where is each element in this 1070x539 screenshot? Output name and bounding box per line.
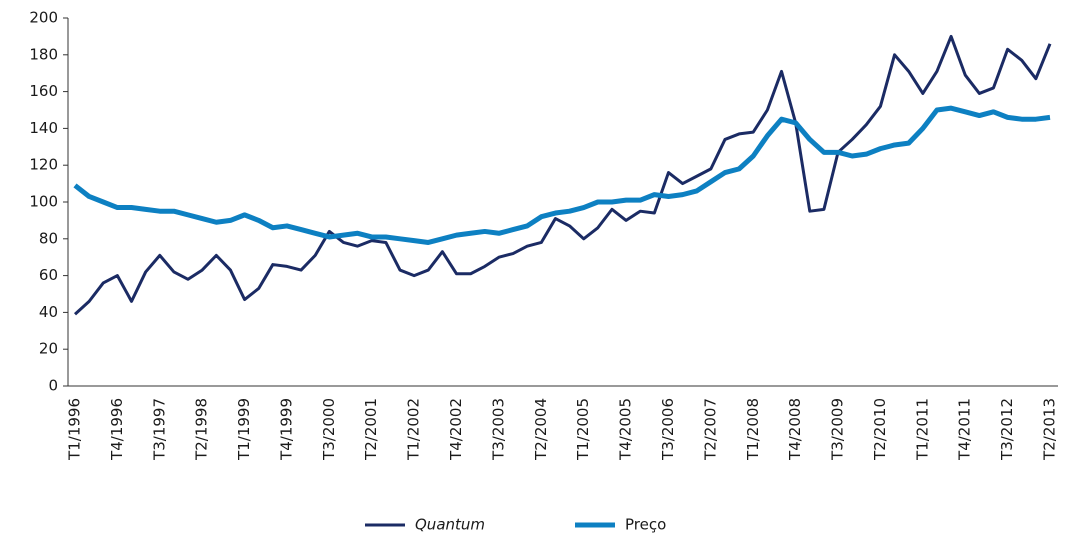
legend-label: Preço — [625, 516, 666, 534]
x-tick-label: T3/2006 — [659, 398, 677, 461]
y-tick-label: 120 — [29, 156, 58, 174]
y-tick-label: 140 — [29, 119, 58, 137]
x-tick-label: T2/2013 — [1041, 398, 1059, 461]
y-tick-label: 80 — [39, 229, 58, 247]
x-tick-label: T3/2012 — [998, 398, 1016, 461]
y-tick-label: 60 — [39, 266, 58, 284]
x-tick-label: T4/2008 — [786, 398, 804, 461]
x-tick-label: T1/2002 — [405, 398, 423, 461]
x-tick-label: T3/2003 — [489, 398, 507, 461]
x-tick-label: T2/2001 — [362, 398, 380, 461]
x-tick-label: T2/2004 — [532, 398, 550, 461]
x-tick-label: T1/2008 — [744, 398, 762, 461]
line-series — [73, 34, 1052, 316]
y-tick-label: 40 — [39, 303, 58, 321]
x-tick-label: T2/2007 — [701, 398, 719, 461]
x-tick-label: T3/2009 — [829, 398, 847, 461]
x-tick-label: T4/1996 — [108, 398, 126, 461]
y-tick-label: 100 — [29, 193, 58, 211]
x-tick-label: T4/2011 — [956, 398, 974, 461]
x-tick-label: T4/2005 — [617, 398, 635, 461]
legend-label: Quantum — [415, 516, 485, 534]
x-tick-label: T2/2010 — [871, 398, 889, 461]
x-tick-label: T1/2011 — [913, 398, 931, 461]
y-tick-label: 0 — [48, 377, 58, 395]
line-series — [73, 105, 1051, 245]
x-tick-label: T1/1999 — [235, 398, 253, 461]
x-tick-label: T1/1996 — [66, 398, 84, 461]
x-tick-label: T4/1999 — [277, 398, 295, 461]
y-tick-label: 200 — [29, 9, 58, 27]
y-tick-label: 180 — [29, 45, 58, 63]
x-tick-label: T3/2000 — [320, 398, 338, 461]
x-tick-label: T4/2002 — [447, 398, 465, 461]
y-tick-label: 160 — [29, 82, 58, 100]
x-tick-label: T2/1998 — [193, 398, 211, 461]
y-tick-label: 20 — [39, 340, 58, 358]
x-tick-label: T1/2005 — [574, 398, 592, 461]
x-tick-label: T3/1997 — [150, 398, 168, 461]
